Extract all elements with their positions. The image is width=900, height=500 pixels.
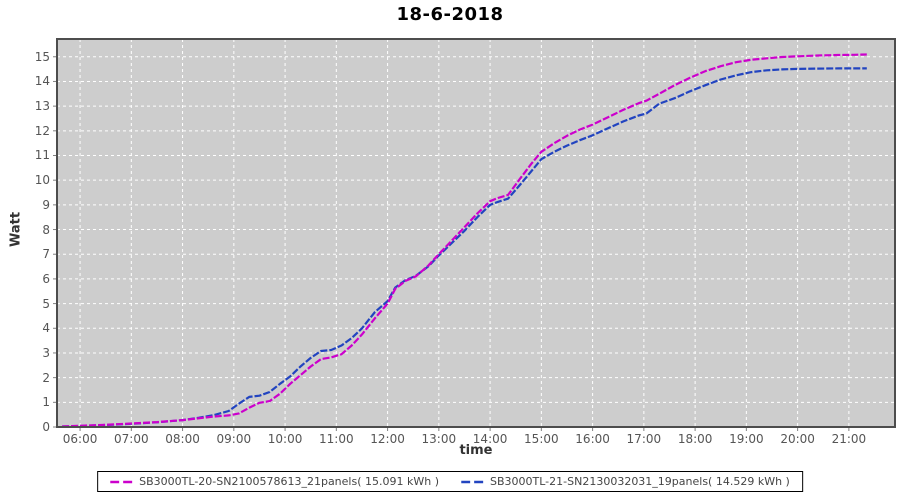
plot-canvas <box>53 38 896 431</box>
y-tick-label: 2 <box>42 370 50 385</box>
x-tick-label: 16:00 <box>575 432 610 446</box>
legend: SB3000TL-20-SN2100578613_21panels( 15.09… <box>97 471 803 492</box>
x-tick-label: 20:00 <box>780 432 815 446</box>
x-tick-label: 06:00 <box>62 432 98 446</box>
x-tick-label: 08:00 <box>165 432 200 446</box>
y-tick-label: 6 <box>42 271 50 286</box>
y-tick-label: 8 <box>42 222 50 237</box>
y-tick-label: 15 <box>34 49 50 64</box>
x-axis-title: time <box>459 443 493 458</box>
y-tick-label: 12 <box>34 123 50 138</box>
series-line-SB3000TL-21-SN2130032031_19panels <box>62 67 867 428</box>
y-tick-label: 5 <box>42 296 50 311</box>
x-tick-label: 19:00 <box>729 432 764 446</box>
x-tick-label: 13:00 <box>421 432 457 446</box>
legend-label-inverter-21: SB3000TL-21-SN2130032031_19panels( 14.52… <box>490 475 790 488</box>
x-tick-label: 11:00 <box>319 432 354 446</box>
y-tick-label: 7 <box>42 247 50 262</box>
legend-line-magenta-icon <box>110 480 135 483</box>
x-tick-label: 10:00 <box>267 432 303 446</box>
x-tick-label: 15:00 <box>524 432 559 446</box>
chart-title: 18-6-2018 <box>396 4 504 25</box>
y-tick-label: 14 <box>34 74 50 89</box>
legend-item-inverter-21: SB3000TL-21-SN2130032031_19panels( 14.52… <box>461 475 790 488</box>
x-tick-label: 17:00 <box>626 432 662 446</box>
y-tick-label: 4 <box>42 321 50 336</box>
y-tick-label: 1 <box>42 395 50 410</box>
y-tick-label: 11 <box>34 148 50 163</box>
plot-background <box>57 39 895 427</box>
y-tick-label: 13 <box>34 99 50 114</box>
x-tick-label: 12:00 <box>370 432 405 446</box>
legend-label-inverter-20: SB3000TL-20-SN2100578613_21panels( 15.09… <box>139 475 439 488</box>
x-tick-label: 09:00 <box>216 432 252 446</box>
x-tick-label: 18:00 <box>677 432 713 446</box>
x-tick-label: 14:00 <box>472 432 508 446</box>
y-tick-label: 3 <box>42 345 50 360</box>
legend-line-blue-icon <box>461 480 485 483</box>
legend-item-inverter-20: SB3000TL-20-SN2100578613_21panels( 15.09… <box>110 475 439 488</box>
y-tick-label: 10 <box>34 173 50 188</box>
plot-border <box>56 38 896 428</box>
y-tick-label: 0 <box>42 420 50 434</box>
x-tick-label: 21:00 <box>831 432 867 446</box>
x-tick-label: 07:00 <box>114 432 149 446</box>
y-tick-label: 9 <box>42 197 50 212</box>
